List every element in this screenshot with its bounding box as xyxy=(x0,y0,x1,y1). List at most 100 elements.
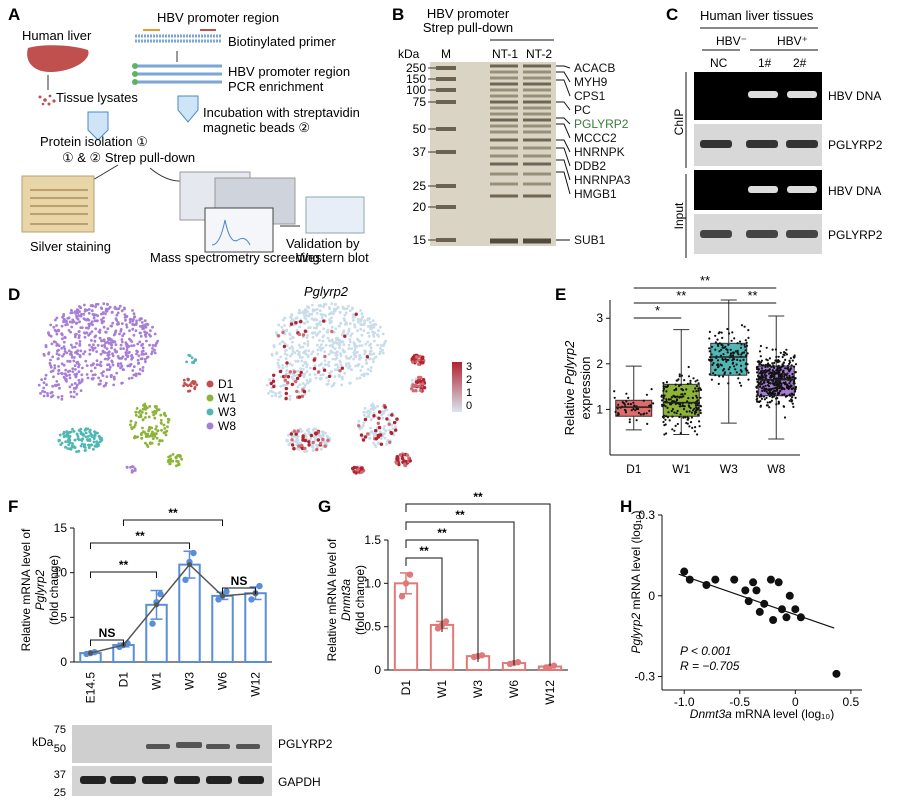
marker-tick-label: 20 xyxy=(413,200,427,214)
data-point xyxy=(734,368,737,371)
data-point xyxy=(722,369,725,372)
cell-point xyxy=(66,435,70,438)
band xyxy=(746,230,778,238)
lane-m-label: M xyxy=(441,47,451,61)
replicate-point xyxy=(402,580,410,587)
data-point xyxy=(773,393,776,396)
tissue-lysates-label: Tissue lysates xyxy=(56,90,138,105)
panel-f: Relative mRNA level of Pglyrp2 (fold cha… xyxy=(19,506,333,799)
cell-point xyxy=(102,384,106,388)
expressing-cell xyxy=(365,355,370,359)
cell-point xyxy=(70,325,74,329)
cell-point xyxy=(151,347,154,350)
cell-point xyxy=(51,355,55,359)
scatter-plot-h: -1.0 -0.5 0 0.50.30-0.3 xyxy=(634,508,862,709)
data-point xyxy=(671,408,675,411)
cell-point xyxy=(95,440,99,444)
data-point xyxy=(710,353,713,356)
cell-point xyxy=(55,324,58,327)
expressing-cell xyxy=(292,447,296,451)
data-point xyxy=(791,396,794,399)
cell-point xyxy=(75,450,78,454)
expressing-cell xyxy=(394,461,399,465)
cell-point xyxy=(130,470,134,474)
expressing-cell xyxy=(269,381,273,386)
cell-point xyxy=(319,373,323,377)
bar-chart-g: 00.51.01.5D1 W1 W3 W6 W12******** xyxy=(364,490,568,705)
cell-point xyxy=(321,430,324,433)
trend-point xyxy=(220,593,225,599)
cell-point xyxy=(360,373,364,377)
data-point xyxy=(698,425,701,428)
data-point xyxy=(765,396,768,399)
data-point xyxy=(775,403,778,406)
data-point xyxy=(662,389,665,392)
cell-point xyxy=(153,416,157,420)
cell-point xyxy=(313,438,317,441)
cell-point xyxy=(40,378,43,381)
data-point xyxy=(793,355,796,358)
expressing-cell xyxy=(385,417,389,421)
cell-point xyxy=(325,376,328,380)
data-point xyxy=(666,384,670,387)
cell-point xyxy=(347,343,351,347)
cell-point xyxy=(154,344,157,348)
data-point xyxy=(680,388,683,391)
data-point xyxy=(624,409,627,412)
significance-bracket xyxy=(222,587,256,594)
data-point xyxy=(680,567,689,576)
data-point xyxy=(771,382,775,385)
expressing-cell xyxy=(340,366,344,370)
cell-point xyxy=(97,383,101,386)
cell-point xyxy=(162,423,166,427)
cell-point xyxy=(353,323,356,327)
cell-point xyxy=(376,343,379,347)
expressing-cell xyxy=(351,466,355,471)
cell-point xyxy=(83,308,87,312)
x-tick-label: W1 xyxy=(672,462,690,476)
cell-point xyxy=(336,368,339,372)
cell-point xyxy=(134,410,138,414)
cell-point xyxy=(49,365,53,369)
expressing-cell xyxy=(415,380,420,384)
cell-point xyxy=(72,445,75,449)
cell-point xyxy=(164,430,167,434)
data-point xyxy=(716,338,719,341)
data-point xyxy=(727,368,730,371)
data-point xyxy=(682,405,685,408)
data-point xyxy=(758,395,761,398)
data-point xyxy=(710,345,714,348)
data-point xyxy=(790,364,793,367)
cell-point xyxy=(318,320,322,324)
cell-point xyxy=(330,384,334,388)
data-point xyxy=(691,396,695,399)
panel-g-ylabel-1: Relative mRNA level of xyxy=(325,538,339,661)
legend-dot xyxy=(206,408,214,416)
protein-pointer xyxy=(556,65,571,69)
cell-point xyxy=(55,316,59,320)
colorbar-tick-label: 2 xyxy=(466,374,472,386)
expressing-cell xyxy=(271,379,276,383)
data-point xyxy=(759,383,762,386)
replicate-point xyxy=(190,549,197,557)
cell-point xyxy=(347,328,351,331)
data-point xyxy=(766,575,775,584)
data-point xyxy=(759,400,762,403)
data-point xyxy=(769,401,772,404)
cell-point xyxy=(414,377,418,381)
panel-g-ylabel-unit: (fold change) xyxy=(353,565,367,635)
cell-point xyxy=(303,314,306,318)
cell-point xyxy=(134,413,138,417)
cell-point xyxy=(83,446,87,449)
data-point xyxy=(678,384,681,387)
data-point xyxy=(663,433,666,436)
cell-point xyxy=(303,385,306,389)
data-point xyxy=(747,336,750,339)
cell-point xyxy=(381,351,385,355)
data-point xyxy=(679,405,682,408)
data-point xyxy=(710,378,714,381)
significance-label: NS xyxy=(231,574,248,588)
data-point xyxy=(791,399,794,402)
data-point xyxy=(696,407,699,410)
cell-point xyxy=(83,335,87,339)
